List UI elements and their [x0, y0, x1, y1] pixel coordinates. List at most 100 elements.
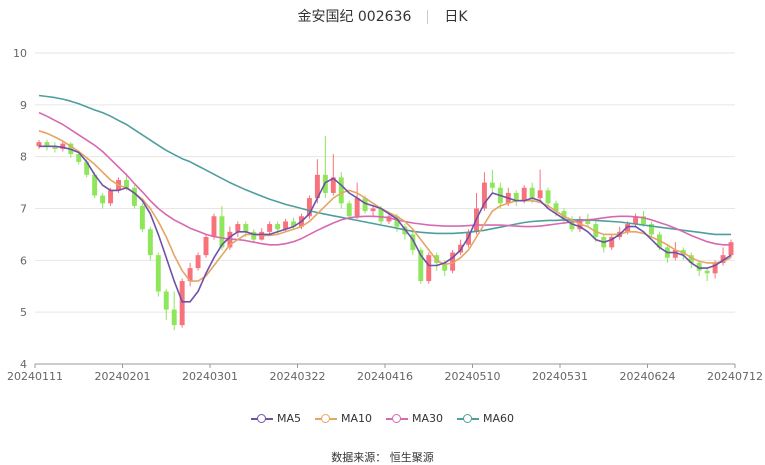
candle-body [155, 255, 161, 292]
candle-body [370, 208, 376, 212]
x-tick-label: 20240111 [7, 370, 63, 383]
candle-body [283, 221, 289, 230]
candle-body [513, 192, 519, 201]
title-divider [427, 10, 429, 24]
candle-body [649, 224, 654, 235]
x-tick-label: 20240712 [707, 370, 763, 383]
candle-body [641, 216, 646, 225]
legend-marker-ma10 [320, 413, 330, 423]
candle-body [609, 237, 615, 248]
candle-body [633, 216, 639, 225]
legend-label-ma30: MA30 [412, 412, 444, 425]
candle-body [712, 262, 718, 274]
x-tick-label: 20240322 [270, 370, 326, 383]
legend: MA5 MA10 MA30 MA60 [0, 412, 765, 425]
candle-body [219, 216, 225, 248]
candle-body [354, 198, 360, 217]
candle-body [378, 208, 384, 222]
candle-body [124, 179, 129, 188]
candle-body [267, 224, 273, 232]
candle-body [553, 203, 559, 212]
candle-body [561, 211, 567, 219]
candle-body [211, 216, 217, 238]
x-tick-label: 20240301 [182, 370, 238, 383]
period-label: 日K [444, 9, 468, 25]
x-tick-label: 20240416 [357, 370, 413, 383]
legend-swatch-ma5 [250, 413, 273, 424]
candle-body [187, 268, 193, 282]
chart-title: 金安国纪 002636 日K [0, 6, 765, 26]
candle-body [338, 177, 344, 204]
legend-swatch-ma10 [314, 413, 337, 424]
candle-body [251, 231, 257, 240]
y-tick-label: 6 [20, 254, 27, 267]
candle-body [394, 216, 400, 227]
candle-body [418, 249, 424, 282]
candle-body [625, 224, 631, 232]
candle-body [243, 224, 249, 232]
legend-item-ma30[interactable]: MA30 [386, 412, 443, 425]
candle-body [593, 224, 599, 238]
x-tick-label: 20240510 [445, 370, 501, 383]
candle-body [92, 174, 98, 196]
candle-body [720, 255, 726, 263]
candle-body [179, 281, 185, 326]
y-tick-label: 5 [20, 306, 27, 319]
candle-body [704, 270, 710, 274]
ma30-line [38, 111, 731, 246]
legend-label-ma5: MA5 [276, 412, 301, 425]
candle-body [585, 218, 591, 225]
candle-body [410, 234, 416, 250]
candle-body [131, 187, 137, 206]
candle-body [52, 146, 58, 149]
legend-label-ma10: MA10 [340, 412, 372, 425]
y-tick-label: 7 [20, 203, 27, 216]
y-tick-label: 10 [13, 47, 27, 60]
data-source: 数据来源： 恒生聚源 [331, 451, 434, 464]
candle-body [386, 216, 392, 222]
candlestick-chart: 4 5 6 7 8 9 10 20240111 20240201 20240301 20240322… [7, 47, 763, 383]
candle-body [450, 252, 456, 271]
candle-body [545, 190, 551, 204]
candle-body [60, 143, 66, 149]
legend-marker-ma60 [463, 413, 473, 423]
candle-body [346, 203, 352, 217]
candle-body [696, 262, 702, 271]
candle-body [672, 249, 678, 258]
candle-body [537, 190, 543, 199]
candle-body [442, 262, 448, 271]
candle-body [306, 198, 312, 217]
candle-body [330, 177, 336, 193]
y-tick-label: 4 [20, 358, 27, 371]
x-tick-label: 20240201 [95, 370, 151, 383]
candle-body [314, 174, 320, 199]
candle-body [362, 198, 368, 212]
y-tick-label: 8 [20, 151, 27, 164]
candle-body [688, 255, 694, 263]
candle-body [481, 182, 487, 209]
x-tick-label: 20240624 [620, 370, 676, 383]
legend-swatch-ma60 [457, 413, 480, 424]
candle-body [291, 221, 296, 227]
candle-body [728, 242, 734, 256]
x-tick-label: 20240531 [532, 370, 588, 383]
candle-body [529, 187, 535, 199]
candle-body [100, 195, 106, 204]
candle-body [426, 255, 432, 282]
candle-body [489, 182, 495, 188]
legend-item-ma60[interactable]: MA60 [457, 412, 514, 425]
candle-body [275, 224, 281, 230]
y-tick-label: 9 [20, 99, 27, 112]
candle-body [521, 187, 527, 201]
stock-name: 金安国纪 002636 [297, 9, 412, 25]
legend-label-ma60: MA60 [483, 412, 515, 425]
candle-body [171, 309, 177, 326]
candle-body [76, 154, 82, 162]
candle-body [139, 205, 145, 230]
legend-marker-ma5 [256, 413, 266, 423]
candle-body [203, 237, 209, 256]
candle-body [235, 224, 241, 232]
legend-item-ma10[interactable]: MA10 [314, 412, 372, 425]
legend-swatch-ma30 [386, 413, 408, 424]
legend-item-ma5[interactable]: MA5 [250, 412, 301, 425]
